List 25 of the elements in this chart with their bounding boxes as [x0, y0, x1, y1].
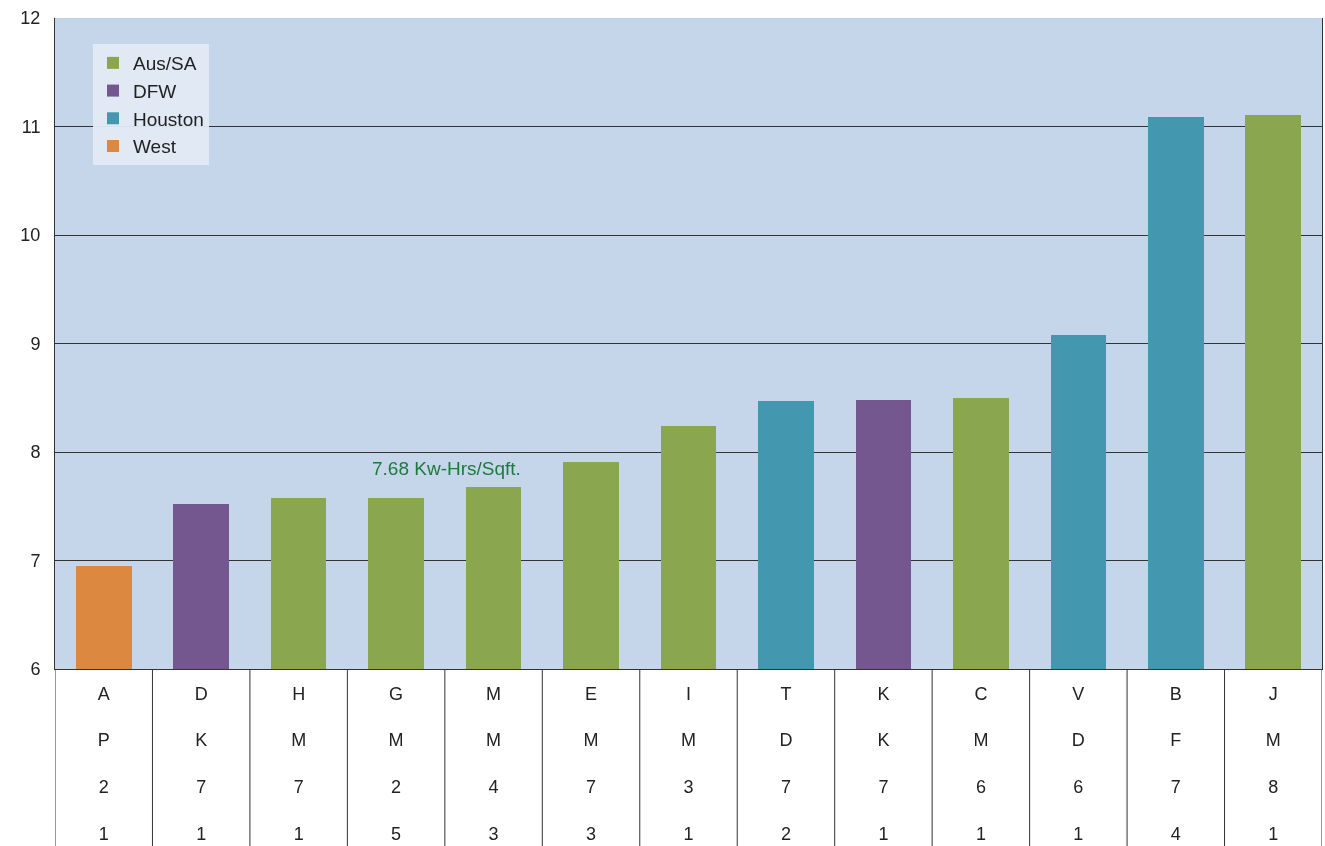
y-tick-label: 9: [30, 333, 41, 354]
legend-label: West: [133, 136, 177, 158]
category-label: K K 7 1: [877, 683, 890, 844]
legend-label: DFW: [133, 81, 177, 102]
category-label: V D 6 1: [1071, 683, 1085, 844]
y-tick-label: 7: [30, 550, 41, 571]
category-label: D K 7 1: [194, 683, 208, 844]
annotation: 7.68 Kw-Hrs/Sqft.: [372, 458, 521, 479]
category-label: H M 7 1: [291, 683, 307, 844]
category-label: J M 8 1: [1265, 683, 1281, 844]
y-tick-label: 12: [20, 8, 41, 29]
y-tick-label: 8: [30, 442, 41, 463]
category-label: I M 3 1: [681, 683, 696, 844]
category-label: A P 2 1: [97, 683, 110, 844]
y-tick-label: 6: [30, 659, 41, 680]
category-label: E M 7 3: [583, 683, 599, 844]
category-label: B F 7 4: [1169, 683, 1182, 844]
legend-label: Houston: [133, 108, 204, 130]
category-label: M M 4 3: [486, 683, 502, 844]
legend-label: Aus/SA: [133, 53, 197, 75]
y-tick-label: 11: [21, 116, 41, 137]
category-label: G M 2 5: [388, 683, 404, 844]
category-label: T D 7 2: [779, 683, 793, 844]
y-tick-label: 10: [20, 225, 41, 246]
category-label: C M 6 1: [973, 683, 989, 844]
